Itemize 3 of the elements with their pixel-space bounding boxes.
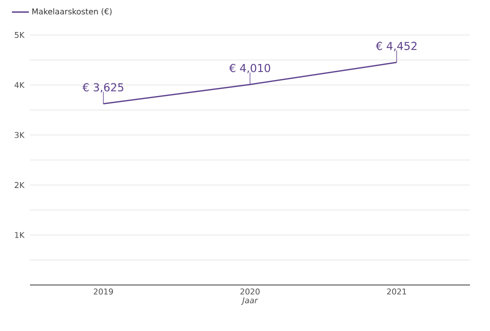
data-label: € 4,452	[376, 42, 416, 52]
data-label: € 4,010	[229, 64, 270, 74]
data-label: € 3,625	[82, 83, 124, 93]
